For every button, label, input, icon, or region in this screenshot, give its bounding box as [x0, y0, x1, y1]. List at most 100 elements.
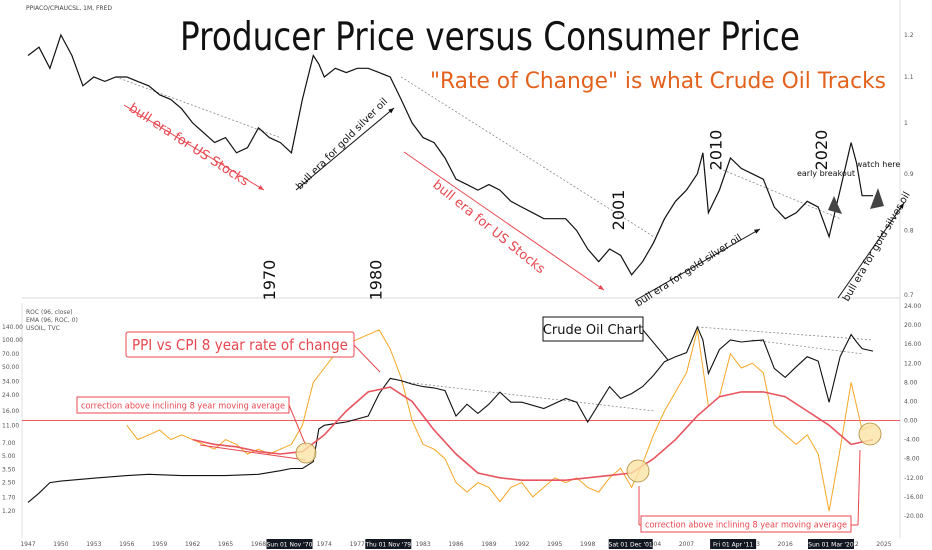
chart-title: Producer Price versus Consumer Price	[180, 15, 800, 60]
xtick-label: 1956	[119, 541, 134, 548]
xtick-label: 1998	[580, 541, 595, 548]
xtick-label: 1953	[86, 541, 101, 548]
early-breakout-arrow	[828, 196, 842, 214]
ema-series-line	[192, 386, 874, 482]
xtick-label: 1986	[448, 541, 463, 548]
arrow-bull-us-1	[123, 104, 265, 191]
oil-ytick-label: 5.00	[2, 453, 16, 460]
xtick-label: 1974	[317, 541, 332, 548]
date-badge-bg	[807, 539, 854, 549]
decade-label: 2001	[609, 190, 628, 231]
oil-ytick-label: 50.00	[2, 364, 19, 371]
arrow-bull-us-1-head	[258, 185, 264, 190]
legend-entry: EMA (96, ROC, 0)	[26, 317, 78, 324]
xtick-label: 2025	[876, 541, 891, 548]
date-badge-bg	[266, 539, 313, 549]
xtick-label: 1968	[251, 541, 266, 548]
watch-here-label: watch here	[856, 160, 901, 169]
ratio-ytick-label: 1.1	[904, 74, 914, 81]
correction-callout-2-label: correction above inclining 8 year moving…	[645, 521, 847, 531]
symbol-label: PPIACO/CPIAUCSL, 1M, FRED	[26, 5, 112, 12]
oil-ytick-label: 2.50	[2, 480, 16, 487]
xtick-label: 1962	[185, 541, 200, 548]
trend-dotted-line	[115, 76, 281, 139]
ratio-series-line	[27, 33, 873, 276]
ratio-ytick-label: 0.7	[904, 292, 914, 299]
arrow-label-bull-us-1: bull era for US Stocks	[126, 101, 252, 190]
oil-trend-dotted-line	[697, 326, 874, 341]
oil-trend-dotted-line	[752, 339, 863, 355]
date-badge: Thu 01 Nov '79	[364, 542, 411, 549]
oil-callout-pointer	[642, 329, 669, 361]
arrow-bull-gold-2-head	[754, 229, 760, 234]
roc-ytick-label: 8.00	[904, 379, 918, 386]
roc-ytick-label: 12.00	[904, 360, 921, 367]
date-badge: Sun 01 Mar '20	[808, 542, 854, 549]
oil-series-line	[27, 325, 874, 503]
oil-ytick-label: 11.00	[2, 422, 19, 429]
xtick-label: 1977	[350, 541, 365, 548]
correction-2-right-pointer	[857, 449, 861, 526]
oil-trend-dotted-line	[401, 381, 654, 412]
xtick-label: 2007	[679, 541, 694, 548]
arrow-label-bull-gold-1: bull era for gold silver oil	[294, 96, 390, 192]
decade-label: 1980	[366, 260, 385, 301]
xtick-label: 1965	[218, 541, 233, 548]
ratio-ytick-label: 1	[904, 120, 908, 127]
watch-here-arrow	[870, 188, 884, 209]
highlight-circle	[295, 442, 317, 464]
trend-dotted-line	[400, 76, 654, 237]
decade-label: 2020	[812, 130, 831, 171]
date-badge-bg	[710, 539, 757, 549]
legend-entry: USOIL, TVC	[26, 325, 60, 332]
ratio-ytick-label: 0.8	[904, 228, 914, 235]
roc-callout-pointer	[353, 344, 381, 373]
oil-ytick-label: 1.20	[2, 508, 16, 515]
xtick-label: 2016	[778, 541, 793, 548]
xtick-label: 1950	[53, 541, 68, 548]
chart-subtitle: "Rate of Change" is what Crude Oil Track…	[430, 69, 886, 94]
arrow-bull-gold-1	[295, 107, 395, 191]
oil-callout-box	[542, 316, 644, 342]
oil-ytick-label: 3.50	[2, 467, 16, 474]
oil-ytick-label: 140.00	[2, 324, 23, 331]
highlight-circle	[858, 422, 882, 446]
arrow-bull-us-2-head	[598, 284, 604, 290]
roc-callout-box	[125, 331, 355, 358]
roc-ytick-label: -4.00	[904, 437, 920, 444]
oil-ytick-label: 1.70	[2, 495, 16, 502]
decade-label: 1970	[260, 260, 279, 301]
roc-ytick-label: 4.00	[904, 398, 918, 405]
arrow-label-bull-us-2: bull era for US Stocks	[429, 177, 547, 277]
xtick-label: 1983	[415, 541, 430, 548]
early-breakout-label: early breakout	[797, 169, 855, 178]
date-badge: Fri 01 Apr '11	[713, 542, 753, 549]
correction-callout-2-box	[640, 515, 852, 533]
roc-ytick-label: -12.00	[904, 475, 924, 482]
oil-ytick-label: 34.00	[2, 379, 19, 386]
date-badge: Sat 01 Dec '01	[609, 542, 653, 549]
highlight-circle	[626, 459, 650, 483]
date-badge: Sun 01 Nov '70	[267, 542, 313, 549]
correction-1-underline	[199, 444, 307, 461]
decade-label: 2010	[707, 130, 726, 171]
oil-ytick-label: 100.00	[2, 337, 23, 344]
roc-ytick-label: -20.00	[904, 513, 924, 520]
roc-ytick-label: -8.00	[904, 456, 920, 463]
xtick-label: 1947	[20, 541, 35, 548]
arrow-bull-gold-3	[837, 202, 905, 299]
xtick-label: 1995	[547, 541, 562, 548]
xtick-label: 2004	[646, 541, 661, 548]
oil-callout-label: Crude Oil Chart	[543, 323, 643, 338]
legend-entry: ROC (96, close)	[26, 309, 73, 316]
xtick-label: 1989	[481, 541, 496, 548]
date-badge-bg	[365, 539, 412, 549]
correction-1-pointer	[288, 404, 307, 447]
roc-ytick-label: -16.00	[904, 494, 924, 501]
roc-ytick-label: 0.00	[904, 418, 918, 425]
oil-ytick-label: 24.00	[2, 392, 19, 399]
roc-ytick-label: 24.00	[904, 303, 921, 310]
arrow-bull-gold-1-head	[388, 108, 394, 114]
